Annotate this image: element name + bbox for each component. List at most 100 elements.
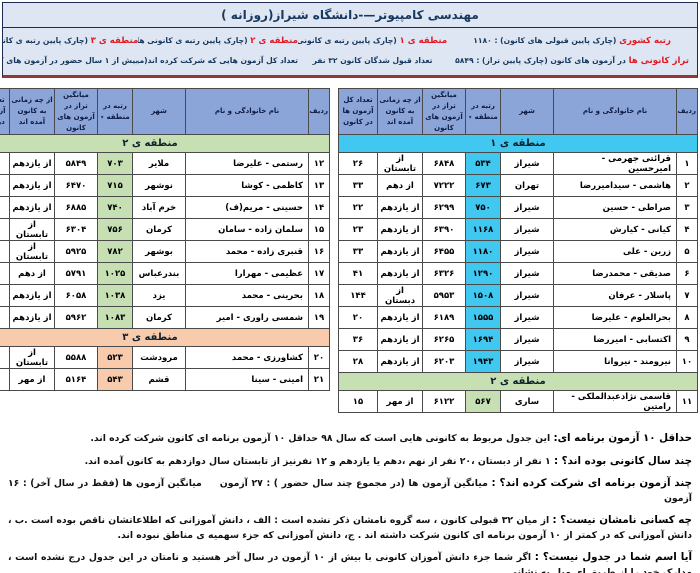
since-when: از مهر bbox=[9, 368, 55, 392]
region-rank: ۱۵۰۸ bbox=[465, 284, 501, 308]
table-row: ۱۹ شمسی راوری - امیر کرمان ۱۰۸۳ ۵۹۶۲ از یازده… bbox=[0, 306, 330, 330]
city: یزد bbox=[132, 284, 186, 308]
total-exams: ۲۷ bbox=[0, 346, 10, 370]
total-exams: ۳۳ bbox=[338, 240, 378, 264]
region-rank: ۱۱۸۰ bbox=[465, 240, 501, 264]
avg-score: ۵۹۶۲ bbox=[54, 306, 98, 330]
student-name: اکتسابی - امیررضا bbox=[553, 328, 677, 352]
region-rank: ۱۰۳۸ bbox=[97, 284, 133, 308]
col-header-name: نام خانوادگی و نام bbox=[553, 87, 677, 136]
since-when: از یازدهم bbox=[377, 328, 423, 352]
student-name: امینی - سینا bbox=[185, 368, 309, 392]
region-rank: ۱۰۸۳ bbox=[97, 306, 133, 330]
student-name: کیانی - کیارش bbox=[553, 218, 677, 242]
city: کرمان bbox=[132, 306, 186, 330]
city: خرم آباد bbox=[132, 196, 186, 220]
student-name: سلمان زاده - سامان bbox=[185, 218, 309, 242]
student-name: قاسمی نژادعبدالملکی - رامتین bbox=[553, 390, 677, 414]
student-name: بحرینی - محمد bbox=[185, 284, 309, 308]
city: قشم bbox=[132, 368, 186, 392]
summary-cell: منطقه ی ۲ (چارک پایین رتبه ی کانونی ها) … bbox=[138, 36, 298, 46]
col-header-name: نام خانوادگی و نام bbox=[185, 87, 309, 136]
section-header-row: منطقه ی ۲ bbox=[338, 372, 698, 392]
region-rank: ۱۱۶۸ bbox=[465, 218, 501, 242]
col-header-city: شهر bbox=[500, 87, 554, 136]
total-exams: ۱۵ bbox=[338, 390, 378, 414]
note-paragraph-3: چند آزمون برنامه ای شرکت کرده اند؟ : میا… bbox=[8, 477, 692, 504]
since-when: از دبستان bbox=[377, 284, 423, 308]
table-header-row: ردیف نام خانوادگی و نام شهر رتبه در منطقه ٭… bbox=[0, 87, 330, 136]
region-rank: ۵۴۳ bbox=[97, 368, 133, 392]
city: کرمان bbox=[132, 218, 186, 242]
col-header-since: از چه زمانی به کانون آمده اند bbox=[377, 87, 423, 136]
region-rank: ۱۶۹۴ bbox=[465, 328, 501, 352]
total-exams: ۳۷ bbox=[0, 152, 10, 176]
since-when: از دهم bbox=[9, 262, 55, 286]
table-row: ۱۴ حسینی - مریم(ف) خرم آباد ۷۴۰ ۶۸۸۵ از یازده… bbox=[0, 196, 330, 220]
row-number: ۵ bbox=[676, 240, 698, 264]
student-name: نیرومند - نیروانا bbox=[553, 350, 677, 374]
summary-cell: رتبه کشوری (چارک پایین قبولی های کانون) … bbox=[473, 36, 671, 46]
avg-score: ۵۸۴۹ bbox=[54, 152, 98, 176]
table-row: ۹ اکتسابی - امیررضا شیراز ۱۶۹۴ ۶۲۶۵ از یازدهم… bbox=[338, 328, 698, 352]
summary-red-label: رتبه کشوری bbox=[619, 36, 671, 46]
avg-score: ۶۴۵۵ bbox=[422, 240, 466, 264]
since-when: از یازدهم bbox=[377, 240, 423, 264]
summary-cell: تعداد کل آزمون هایی که شرکت کرده اند(میا… bbox=[138, 56, 298, 65]
header-block: مهندسی کامپیوتر—-دانشگاه شیراز(روزانه ) … bbox=[2, 2, 698, 78]
note-lead: حداقل ۱۰ آزمون برنامه ای: bbox=[553, 432, 692, 444]
row-number: ۱۴ bbox=[308, 196, 330, 220]
avg-score: ۶۴۷۰ bbox=[54, 174, 98, 198]
avg-score: ۶۱۸۹ bbox=[422, 306, 466, 330]
col-header-row: ردیف bbox=[676, 87, 698, 136]
table-row: ۱۱ قاسمی نژادعبدالملکی - رامتین ساری ۵۶۷ ۶۱۲… bbox=[338, 390, 698, 414]
student-name: قرائتی جهرمی - امیرحسین bbox=[553, 152, 677, 176]
city: شیراز bbox=[500, 218, 554, 242]
region-rank: ۵۳۴ bbox=[465, 152, 501, 176]
col-header-rank: رتبه در منطقه ٭ bbox=[97, 87, 133, 136]
table-row: ۴ کیانی - کیارش شیراز ۱۱۶۸ ۶۳۹۰ از یازدهم ۲۳ bbox=[338, 218, 698, 242]
region-rank: ۷۵۰ bbox=[465, 196, 501, 220]
col-header-since: از چه زمانی به کانون آمده اند bbox=[9, 87, 55, 136]
student-name: حسینی - مریم(ف) bbox=[185, 196, 309, 220]
summary-red-label: منطقه ی ۱ bbox=[399, 36, 448, 46]
total-exams: ۳۳ bbox=[338, 174, 378, 198]
city: بوشهر bbox=[132, 240, 186, 264]
since-when: از تابستان bbox=[9, 346, 55, 370]
region-rank: ۷۸۲ bbox=[97, 240, 133, 264]
avg-score: ۵۹۲۵ bbox=[54, 240, 98, 264]
region-rank: ۵۲۳ bbox=[97, 346, 133, 370]
row-number: ۱۱ bbox=[676, 390, 698, 414]
avg-score: ۶۲۹۹ bbox=[422, 196, 466, 220]
since-when: از تابستان bbox=[9, 218, 55, 242]
student-name: بحرالعلوم - علیرضا bbox=[553, 306, 677, 330]
col-header-avg: میانگین تراز در آزمون های کانون bbox=[54, 87, 98, 136]
since-when: از یازدهم bbox=[9, 152, 55, 176]
region-rank: ۱۰۲۵ bbox=[97, 262, 133, 286]
note-lead: چند آزمون برنامه ای شرکت کرده اند؟ : bbox=[491, 477, 692, 489]
col-header-rank: رتبه در منطقه ٭ bbox=[465, 87, 501, 136]
summary-col-3: منطقه ی ۲ (چارک پایین رتبه ی کانونی ها) … bbox=[138, 31, 298, 71]
since-when: از یازدهم bbox=[9, 196, 55, 220]
avg-score: ۶۳۲۶ bbox=[422, 262, 466, 286]
since-when: از مهر bbox=[377, 390, 423, 414]
city: شیراز bbox=[500, 196, 554, 220]
row-number: ۱۰ bbox=[676, 350, 698, 374]
since-when: از تابستان bbox=[377, 152, 423, 176]
city: شیراز bbox=[500, 328, 554, 352]
summary-cell: بیش از ۱ سال حضور در آزمون های کانون: ۲۱… bbox=[3, 56, 139, 65]
region-rank: ۱۵۵۵ bbox=[465, 306, 501, 330]
student-name: قنبری زاده - محمد bbox=[185, 240, 309, 264]
page-title: مهندسی کامپیوتر—-دانشگاه شیراز(روزانه ) bbox=[2, 2, 698, 28]
note-paragraph-5: آیا اسم شما در جدول نیست؟ : اگر شما جزء … bbox=[8, 551, 692, 573]
table-row: ۵ زرین - علی شیراز ۱۱۸۰ ۶۴۵۵ از یازدهم ۳۳ bbox=[338, 240, 698, 264]
region-rank: ۱۲۹۰ bbox=[465, 262, 501, 286]
city: ملایر bbox=[132, 152, 186, 176]
summary-red-label: تراز کانونی ها bbox=[628, 56, 690, 66]
since-when: از یازدهم bbox=[377, 218, 423, 242]
total-exams: ۲۶ bbox=[338, 152, 378, 176]
city: شیراز bbox=[500, 152, 554, 176]
